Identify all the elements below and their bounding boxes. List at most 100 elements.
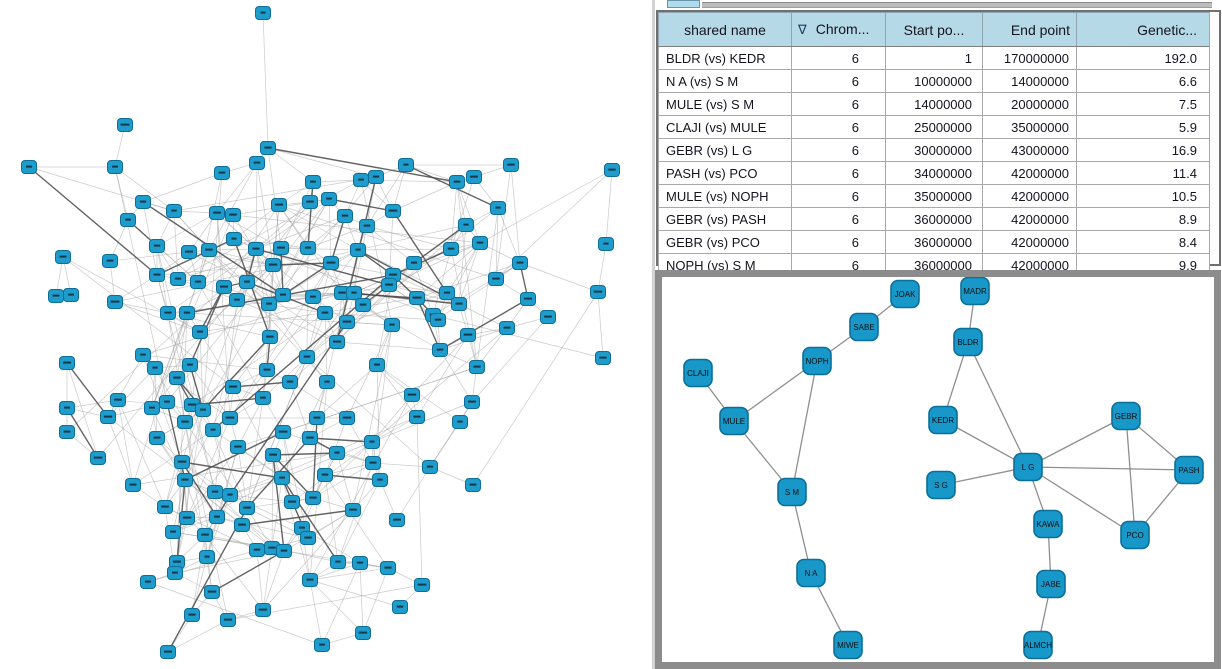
dense-node[interactable] xyxy=(469,360,485,374)
dense-node[interactable] xyxy=(201,243,217,257)
dense-node[interactable] xyxy=(305,175,321,189)
network-node-claji[interactable]: CLAJI xyxy=(683,358,713,388)
column-header-genetic---[interactable]: Genetic... xyxy=(1076,12,1210,47)
dense-node[interactable] xyxy=(389,513,405,527)
dense-node[interactable] xyxy=(157,500,173,514)
dense-node[interactable] xyxy=(239,501,255,515)
dense-node[interactable] xyxy=(205,423,221,437)
dense-node[interactable] xyxy=(512,256,528,270)
dense-node[interactable] xyxy=(261,297,277,311)
table-row[interactable]: GEBR (vs) PCO 6 36000000 42000000 8.4 xyxy=(658,230,1210,254)
dense-node[interactable] xyxy=(300,241,316,255)
dense-node[interactable] xyxy=(381,278,397,292)
dense-node[interactable] xyxy=(314,638,330,652)
dense-node[interactable] xyxy=(460,328,476,342)
network-node-sabe[interactable]: SABE xyxy=(849,312,879,342)
dense-node[interactable] xyxy=(135,195,151,209)
dense-node[interactable] xyxy=(195,403,211,417)
dense-node[interactable] xyxy=(125,478,141,492)
dense-node[interactable] xyxy=(226,232,242,246)
network-node-s-g[interactable]: S G xyxy=(926,470,956,500)
dense-node[interactable] xyxy=(276,544,292,558)
dense-node[interactable] xyxy=(409,410,425,424)
table-row[interactable]: MULE (vs) NOPH 6 35000000 42000000 10.5 xyxy=(658,184,1210,208)
dense-node[interactable] xyxy=(323,256,339,270)
dense-node[interactable] xyxy=(55,250,71,264)
dense-node[interactable] xyxy=(160,306,176,320)
dense-node[interactable] xyxy=(169,371,185,385)
dense-node[interactable] xyxy=(222,411,238,425)
dense-node[interactable] xyxy=(199,550,215,564)
dense-node[interactable] xyxy=(135,348,151,362)
table-row[interactable]: PASH (vs) PCO 6 34000000 42000000 11.4 xyxy=(658,161,1210,185)
dense-node[interactable] xyxy=(398,158,414,172)
dense-node[interactable] xyxy=(48,289,64,303)
dense-node[interactable] xyxy=(100,410,116,424)
main-network-view[interactable] xyxy=(0,0,652,669)
dense-node[interactable] xyxy=(369,358,385,372)
dense-node[interactable] xyxy=(21,160,37,174)
subnetwork-view[interactable]: JOAK SABE NOPH CLAJI MULE S M N A MIWE MADR BLDR K… xyxy=(655,270,1221,669)
scrollbar-thumb[interactable] xyxy=(667,0,700,8)
table-row[interactable]: GEBR (vs) L G 6 30000000 43000000 16.9 xyxy=(658,138,1210,162)
dense-node[interactable] xyxy=(305,290,321,304)
dense-node[interactable] xyxy=(177,415,193,429)
dense-node[interactable] xyxy=(147,361,163,375)
dense-node[interactable] xyxy=(590,285,606,299)
dense-node[interactable] xyxy=(302,195,318,209)
dense-node[interactable] xyxy=(359,219,375,233)
dense-node[interactable] xyxy=(275,288,291,302)
dense-node[interactable] xyxy=(422,460,438,474)
filter-icon[interactable]: ∇ xyxy=(798,22,807,37)
dense-node[interactable] xyxy=(503,158,519,172)
dense-node[interactable] xyxy=(352,556,368,570)
dense-node[interactable] xyxy=(302,431,318,445)
vertical-scrollbar[interactable] xyxy=(1209,12,1219,264)
dense-node[interactable] xyxy=(225,208,241,222)
network-node-joak[interactable]: JOAK xyxy=(890,279,920,309)
dense-node[interactable] xyxy=(409,291,425,305)
dense-node[interactable] xyxy=(204,585,220,599)
dense-node[interactable] xyxy=(432,343,448,357)
dense-node[interactable] xyxy=(317,306,333,320)
network-node-noph[interactable]: NOPH xyxy=(802,346,832,376)
dense-node[interactable] xyxy=(179,306,195,320)
dense-node[interactable] xyxy=(595,351,611,365)
dense-node[interactable] xyxy=(300,531,316,545)
dense-node[interactable] xyxy=(260,141,276,155)
dense-node[interactable] xyxy=(197,528,213,542)
dense-node[interactable] xyxy=(302,573,318,587)
dense-node[interactable] xyxy=(355,298,371,312)
dense-node[interactable] xyxy=(167,566,183,580)
dense-node[interactable] xyxy=(355,626,371,640)
column-header-chrom---[interactable]: ∇ Chrom... xyxy=(791,12,886,47)
network-node-s-m[interactable]: S M xyxy=(777,477,807,507)
dense-node[interactable] xyxy=(430,313,446,327)
dense-node[interactable] xyxy=(372,473,388,487)
dense-node[interactable] xyxy=(414,578,430,592)
table-row[interactable]: MULE (vs) S M 6 14000000 20000000 7.5 xyxy=(658,92,1210,116)
dense-node[interactable] xyxy=(466,170,482,184)
dense-node[interactable] xyxy=(259,363,275,377)
dense-node[interactable] xyxy=(499,321,515,335)
dense-node[interactable] xyxy=(271,198,287,212)
dense-node[interactable] xyxy=(160,645,176,659)
dense-node[interactable] xyxy=(490,201,506,215)
dense-node[interactable] xyxy=(604,163,620,177)
network-node-mule[interactable]: MULE xyxy=(719,406,749,436)
dense-node[interactable] xyxy=(346,286,362,300)
dense-node[interactable] xyxy=(368,170,384,184)
dense-node[interactable] xyxy=(339,411,355,425)
dense-node[interactable] xyxy=(284,495,300,509)
dense-node[interactable] xyxy=(439,286,455,300)
dense-node[interactable] xyxy=(520,292,536,306)
dense-node[interactable] xyxy=(282,375,298,389)
dense-node[interactable] xyxy=(63,288,79,302)
dense-node[interactable] xyxy=(309,411,325,425)
dense-node[interactable] xyxy=(234,518,250,532)
dense-node[interactable] xyxy=(59,401,75,415)
column-header-start-po---[interactable]: Start po... xyxy=(885,12,983,47)
dense-node[interactable] xyxy=(392,600,408,614)
dense-node[interactable] xyxy=(265,258,281,272)
dense-node[interactable] xyxy=(472,236,488,250)
